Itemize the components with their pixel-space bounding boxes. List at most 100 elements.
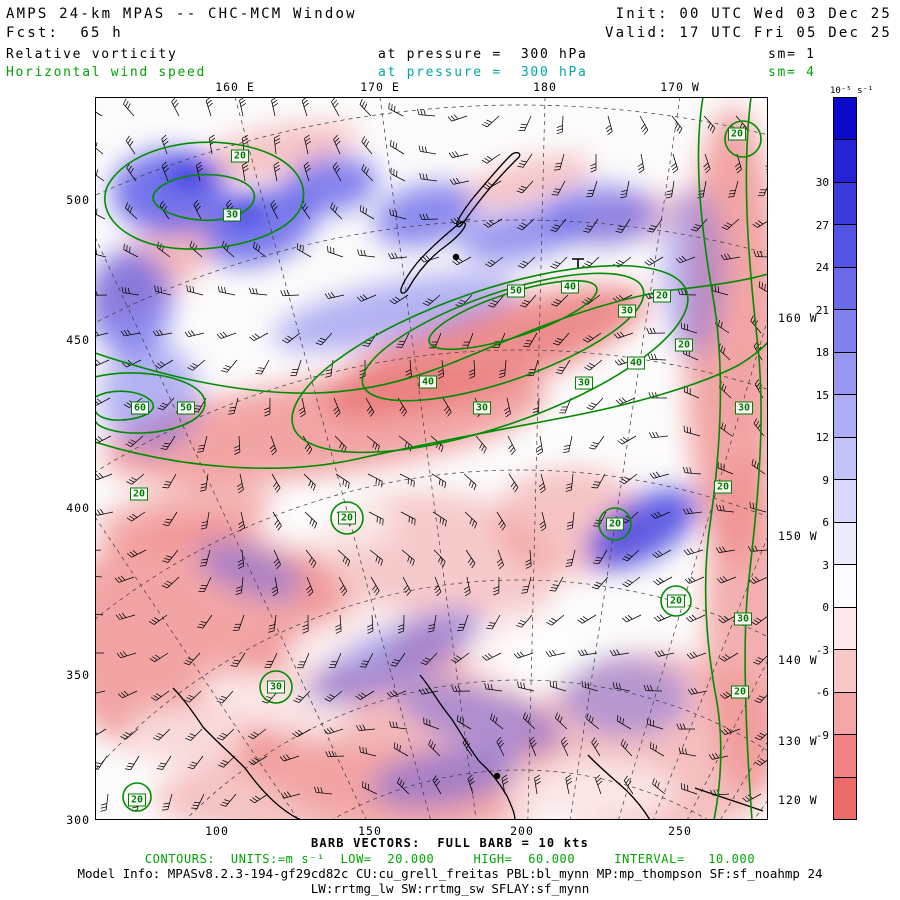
wind-barb bbox=[612, 294, 633, 303]
wind-barb bbox=[492, 332, 506, 349]
wind-barb bbox=[482, 180, 502, 190]
wind-barb bbox=[152, 728, 171, 741]
wind-barb bbox=[452, 256, 472, 266]
wind-barb bbox=[614, 358, 635, 366]
wind-barb bbox=[555, 712, 568, 730]
wind-barb bbox=[623, 775, 634, 795]
wind-barb bbox=[431, 473, 447, 489]
station-marker-t bbox=[572, 258, 584, 268]
wind-barb bbox=[183, 652, 201, 666]
wind-barb bbox=[432, 775, 442, 795]
wind-barb bbox=[616, 715, 632, 730]
wind-barb bbox=[758, 281, 768, 296]
wind-barb bbox=[296, 243, 312, 258]
wind-barb bbox=[199, 549, 211, 567]
axis-label-top: 160 E bbox=[215, 80, 255, 94]
wind-barb bbox=[359, 652, 374, 668]
contour-label: 20 bbox=[127, 793, 147, 807]
wind-barb bbox=[205, 97, 213, 117]
wind-barb bbox=[239, 97, 246, 117]
wind-barb bbox=[273, 161, 281, 182]
wind-barb bbox=[671, 115, 683, 134]
vorticity-blob bbox=[457, 155, 593, 209]
contour-path bbox=[152, 173, 256, 222]
wind-barb bbox=[433, 576, 442, 597]
wind-barb bbox=[419, 213, 439, 220]
wind-barb bbox=[720, 727, 741, 736]
wind-barb bbox=[389, 721, 408, 730]
wind-barb bbox=[120, 329, 141, 337]
colorbar-segment bbox=[834, 309, 856, 352]
wind-barb bbox=[401, 549, 415, 566]
wind-barb bbox=[463, 473, 477, 491]
wind-barb bbox=[609, 649, 630, 656]
vorticity-blob bbox=[505, 762, 675, 820]
wind-barb bbox=[754, 690, 768, 703]
wind-barb bbox=[324, 292, 345, 299]
wind-barb bbox=[255, 359, 270, 375]
axis-label-right: 130 W bbox=[778, 734, 818, 748]
wind-barb bbox=[462, 737, 473, 757]
vorticity-blob bbox=[168, 158, 212, 186]
wind-barb bbox=[592, 549, 608, 565]
contour-label: 30 bbox=[733, 612, 753, 626]
colorbar-tick-label: -6 bbox=[815, 686, 829, 700]
contour-path bbox=[697, 97, 722, 820]
wind-barb bbox=[230, 652, 246, 667]
wind-barb bbox=[305, 549, 317, 568]
axis-label-bottom: 100 bbox=[205, 824, 229, 838]
colorbar-tick-label: 6 bbox=[822, 516, 829, 530]
colorbar-segment bbox=[834, 734, 856, 777]
wind-barb bbox=[397, 397, 407, 417]
wind-barb bbox=[330, 202, 343, 220]
wind-barb bbox=[521, 576, 532, 594]
wind-barb bbox=[184, 330, 205, 338]
wind-barb bbox=[546, 614, 565, 626]
contour-legend: CONTOURS: UNITS:=m s⁻¹ LOW= 20.000 HIGH=… bbox=[144, 852, 756, 866]
wind-barb bbox=[481, 153, 501, 164]
wind-barb bbox=[301, 97, 309, 117]
wind-barb bbox=[216, 331, 237, 339]
axis-label-top: 180 bbox=[533, 80, 557, 94]
wind-barb bbox=[162, 511, 178, 526]
wind-barb bbox=[370, 576, 380, 596]
wind-barb bbox=[686, 651, 707, 659]
wind-barb bbox=[95, 728, 107, 738]
field1-smoothing: sm= 1 bbox=[768, 47, 816, 62]
colorbar-units: 10⁻⁵ s⁻¹ bbox=[830, 86, 874, 96]
wind-barb bbox=[221, 240, 235, 258]
wind-barb bbox=[199, 473, 209, 492]
wind-barb bbox=[591, 473, 606, 489]
wind-barb bbox=[430, 435, 444, 453]
wind-barb bbox=[95, 205, 106, 220]
wind-barb bbox=[752, 218, 768, 228]
chart-title: AMPS 24-km MPAS -- CHC-MCM Window bbox=[6, 6, 357, 22]
wind-barb bbox=[429, 332, 442, 349]
coastline-nz-south-island bbox=[400, 221, 467, 294]
wind-barb bbox=[249, 287, 268, 296]
wind-barb bbox=[703, 153, 711, 174]
wind-barb bbox=[388, 102, 404, 117]
wind-barb bbox=[417, 108, 436, 117]
contour-label: 40 bbox=[626, 356, 646, 370]
wind-barb bbox=[334, 435, 347, 453]
colorbar-tick-label: 15 bbox=[815, 388, 829, 402]
wind-barb bbox=[338, 576, 348, 596]
wind-barb bbox=[517, 153, 533, 168]
contour-path bbox=[104, 141, 305, 250]
contour-label: 20 bbox=[713, 480, 733, 494]
wind-barb bbox=[590, 153, 597, 173]
wind-barb bbox=[465, 549, 476, 569]
wind-barb bbox=[493, 576, 500, 596]
wind-barb bbox=[293, 690, 311, 703]
wind-barb bbox=[551, 294, 569, 307]
wind-barb bbox=[508, 473, 519, 493]
wind-barb bbox=[290, 359, 302, 377]
wind-barb bbox=[123, 243, 139, 258]
wind-barb bbox=[682, 466, 702, 475]
wind-barb bbox=[196, 614, 213, 629]
wind-barb bbox=[742, 793, 762, 802]
contour-label: 20 bbox=[605, 517, 625, 531]
wind-barb bbox=[685, 614, 706, 623]
